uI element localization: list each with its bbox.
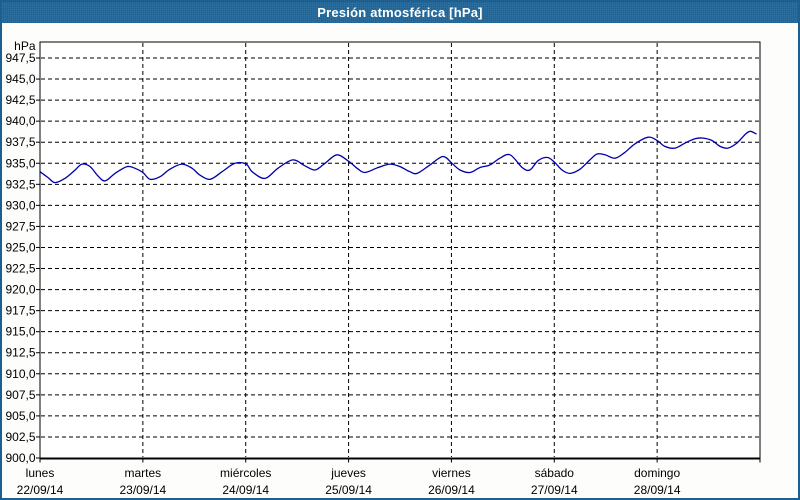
y-tick-label: 935,0: [5, 156, 35, 170]
x-date-label: 22/09/14: [17, 483, 64, 497]
x-date-label: 24/09/14: [222, 483, 269, 497]
x-date-label: 25/09/14: [325, 483, 372, 497]
x-date-label: 26/09/14: [428, 483, 475, 497]
y-tick-label: 920,0: [5, 283, 35, 297]
y-tick-label: 937,5: [5, 135, 35, 149]
y-tick-label: 932,5: [5, 177, 35, 191]
chart-title: Presión atmosférica [hPa]: [317, 5, 483, 20]
x-day-name-label: domingo: [634, 466, 680, 480]
grid-lines: [41, 43, 759, 457]
x-day-name-label: miércoles: [220, 466, 271, 480]
y-tick-label: 910,0: [5, 367, 35, 381]
y-tick-label: 905,0: [5, 409, 35, 423]
x-date-label: 27/09/14: [531, 483, 578, 497]
y-tick-label: 922,5: [5, 262, 35, 276]
y-tick-label: 907,5: [5, 388, 35, 402]
y-tick-label: 925,0: [5, 240, 35, 254]
y-tick-label: 947,5: [5, 51, 35, 65]
x-day-name-label: lunes: [26, 466, 55, 480]
x-day-name-label: viernes: [432, 466, 471, 480]
x-date-label: 28/09/14: [634, 483, 681, 497]
y-axis-unit-label: hPa: [14, 39, 36, 53]
y-tick-label: 945,0: [5, 72, 35, 86]
y-axis-labels: 947,5 945,0 942,5 940,0 937,5 935,0 932,5 930,0…: [5, 51, 35, 465]
pressure-series-line: [39, 130, 757, 184]
plot-area: [40, 42, 760, 458]
x-axis-labels: lunes 22/09/14 martes 23/09/14 miércoles 24/0…: [17, 466, 681, 497]
y-tick-label: 902,5: [5, 430, 35, 444]
axis-ticks: [36, 57, 761, 463]
y-tick-label: 940,0: [5, 114, 35, 128]
chart-title-bar: Presión atmosférica [hPa]: [2, 2, 798, 23]
y-tick-label: 942,5: [5, 93, 35, 107]
y-tick-label: 917,5: [5, 304, 35, 318]
x-day-name-label: sábado: [535, 466, 575, 480]
x-day-name-label: martes: [125, 466, 162, 480]
x-date-label: 23/09/14: [119, 483, 166, 497]
y-tick-label: 900,0: [5, 451, 35, 465]
x-day-name-label: jueves: [330, 466, 366, 480]
y-tick-label: 912,5: [5, 346, 35, 360]
y-tick-label: 930,0: [5, 198, 35, 212]
y-tick-label: 915,0: [5, 325, 35, 339]
y-tick-label: 927,5: [5, 219, 35, 233]
